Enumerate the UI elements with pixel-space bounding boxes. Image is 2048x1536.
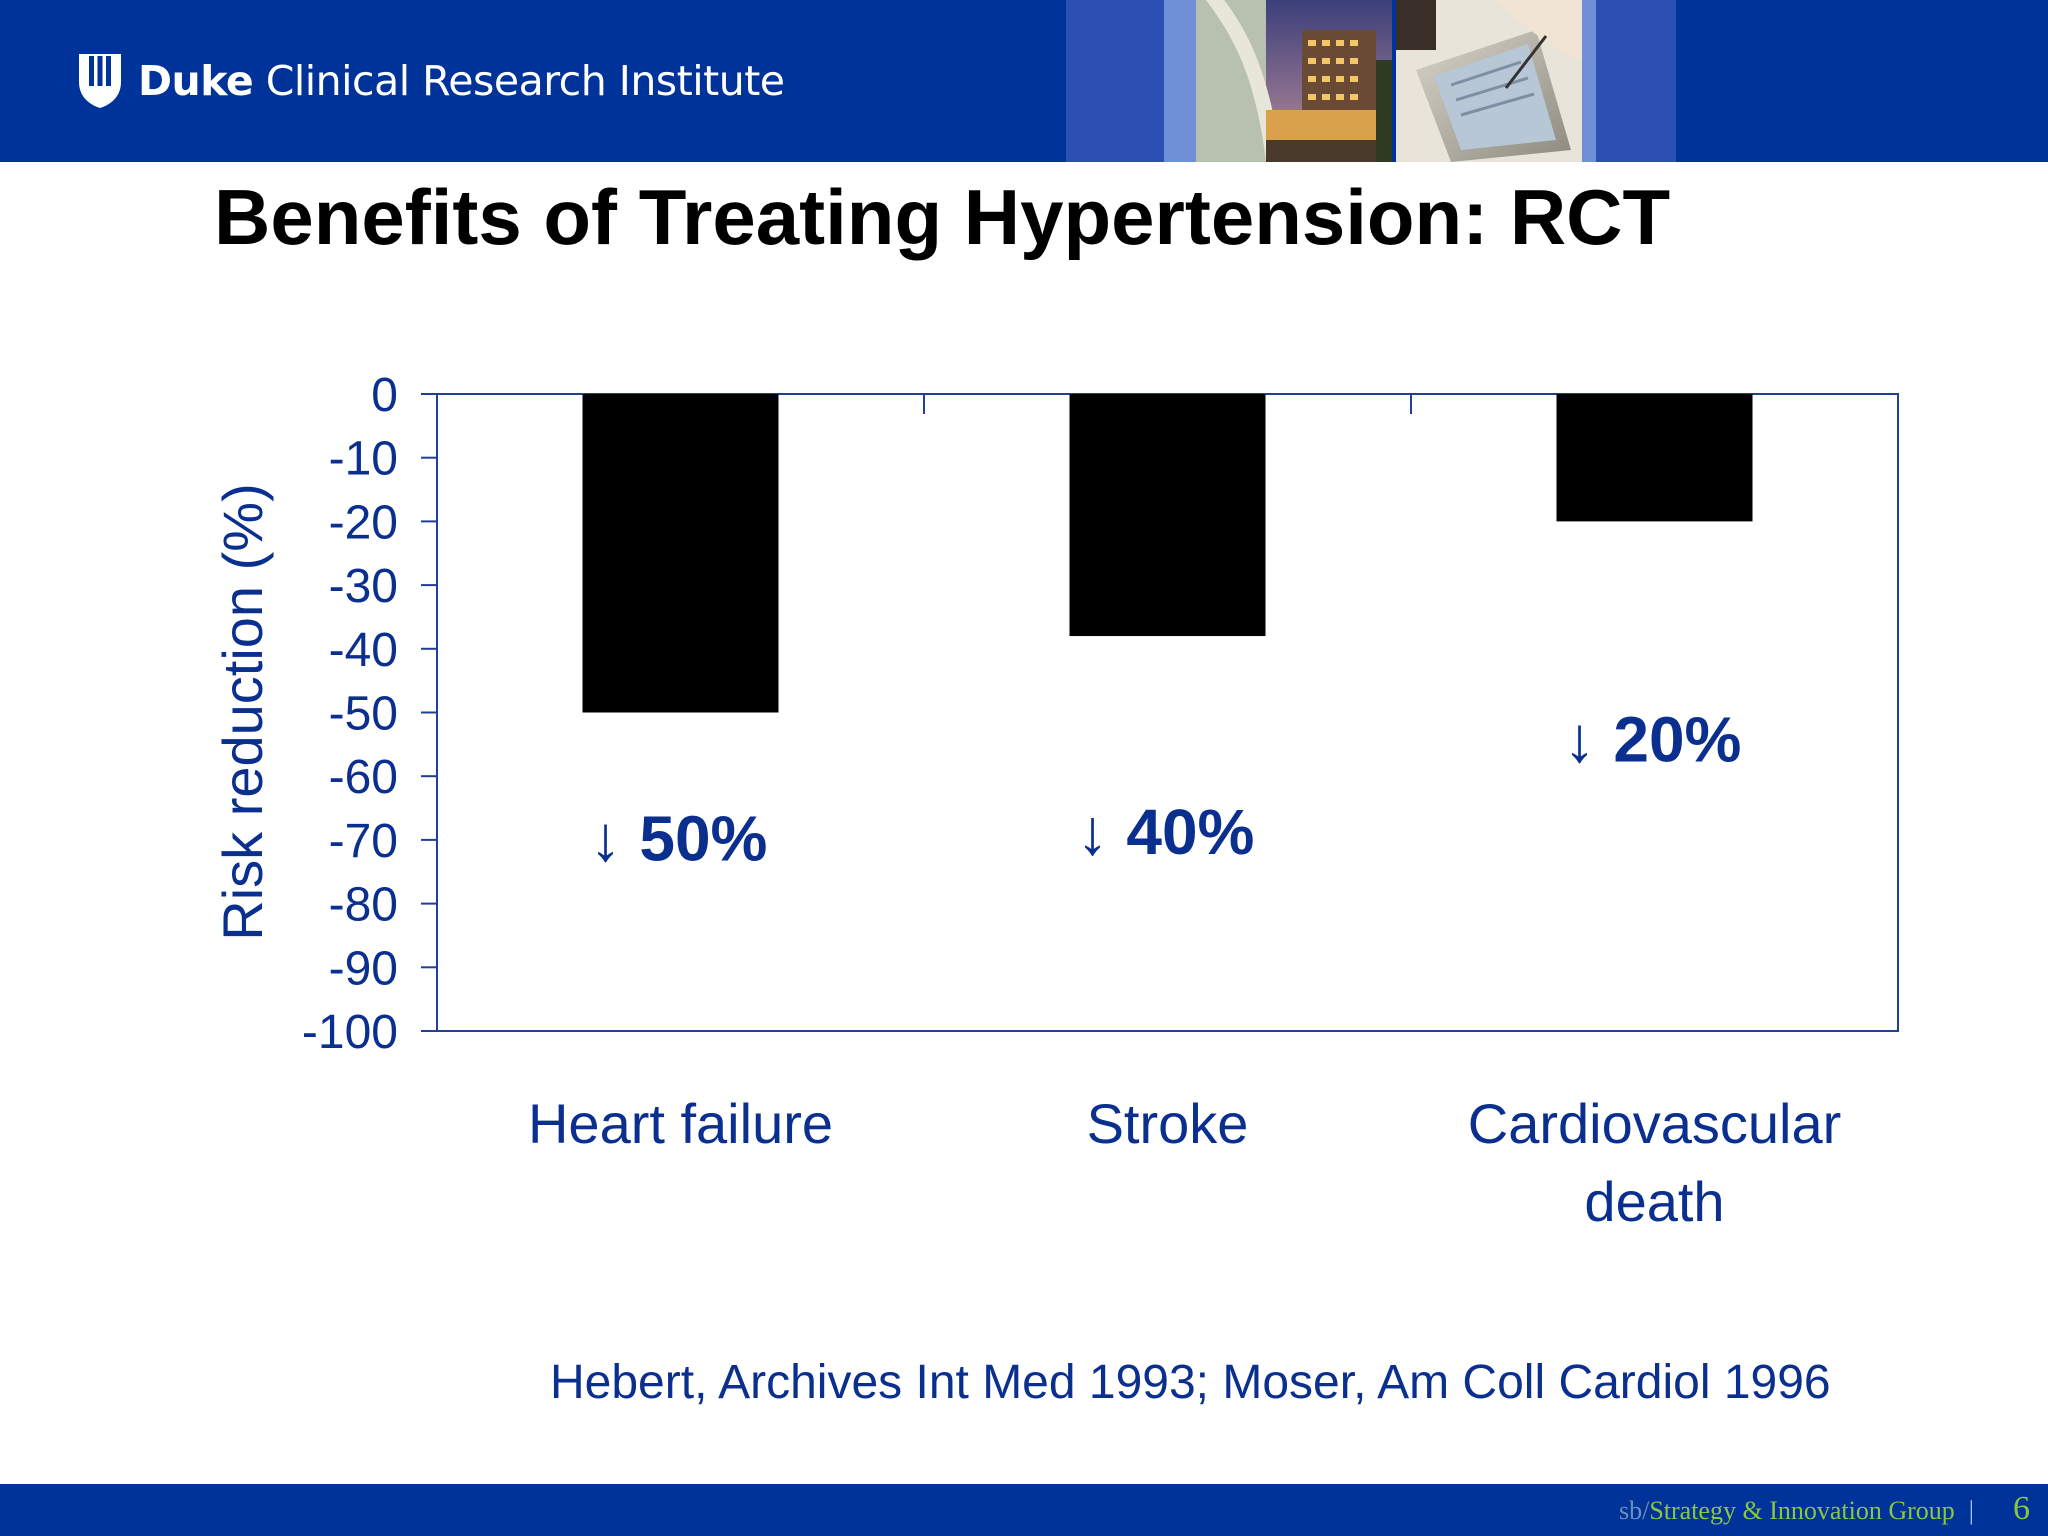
page-number: 6 xyxy=(2013,1490,2030,1527)
x-category-label: death xyxy=(1584,1170,1724,1233)
brand-name-bold: Duke xyxy=(138,57,254,105)
y-tick-label: -70 xyxy=(329,815,398,868)
bar xyxy=(1069,394,1266,637)
footer-bar: sb/Strategy & Innovation Group | 6 xyxy=(0,1484,2048,1536)
duke-shield-icon xyxy=(79,54,121,108)
bar xyxy=(582,394,779,713)
y-tick-label: -40 xyxy=(329,624,398,677)
slide-title: Benefits of Treating Hypertension: RCT xyxy=(214,173,1671,261)
y-tick-label: -10 xyxy=(329,433,398,486)
y-tick-label: -80 xyxy=(329,879,398,932)
y-tick-label: -20 xyxy=(329,496,398,549)
x-category-label: Stroke xyxy=(1087,1092,1249,1155)
x-category-label: Cardiovascular xyxy=(1468,1092,1842,1155)
chart-plot-area: 0 -10 -20 -30 -40 -50 -60 -70 -80 -90 -100 Risk red… xyxy=(211,369,1899,1233)
y-tick-label: -100 xyxy=(302,1006,398,1059)
y-tick-label: -60 xyxy=(329,751,398,804)
y-tick-label: -50 xyxy=(329,688,398,741)
header-banner: Duke Clinical Research Institute xyxy=(0,0,2048,162)
y-axis-label: Risk reduction (%) xyxy=(211,483,274,940)
duke-logo[interactable]: Duke Clinical Research Institute xyxy=(76,52,785,110)
y-tick-label: -30 xyxy=(329,560,398,613)
bar-annotation: ↓ 20% xyxy=(1564,703,1742,775)
bar xyxy=(1556,394,1753,522)
hospital-photo xyxy=(1196,0,1392,162)
footer-separator: | xyxy=(1968,1496,1974,1525)
brand-name-rest: Clinical Research Institute xyxy=(265,57,785,105)
y-tick-label: -90 xyxy=(329,942,398,995)
bar-annotation: ↓ 40% xyxy=(1077,796,1255,868)
header-photo-strip xyxy=(1066,0,1676,162)
x-category-label: Heart failure xyxy=(528,1092,833,1155)
y-tick-label: 0 xyxy=(371,369,398,422)
bar-annotation: ↓ 50% xyxy=(590,803,768,875)
tablet-photo xyxy=(1396,0,1582,162)
brand-name: Duke Clinical Research Institute xyxy=(138,57,785,105)
citation: Hebert, Archives Int Med 1993; Moser, Am… xyxy=(550,1356,1831,1409)
footer-group-name: Strategy & Innovation Group xyxy=(1649,1496,1955,1525)
footer-group-label: sb/Strategy & Innovation Group | xyxy=(1619,1496,1984,1526)
footer-prefix: sb/ xyxy=(1618,1496,1650,1525)
